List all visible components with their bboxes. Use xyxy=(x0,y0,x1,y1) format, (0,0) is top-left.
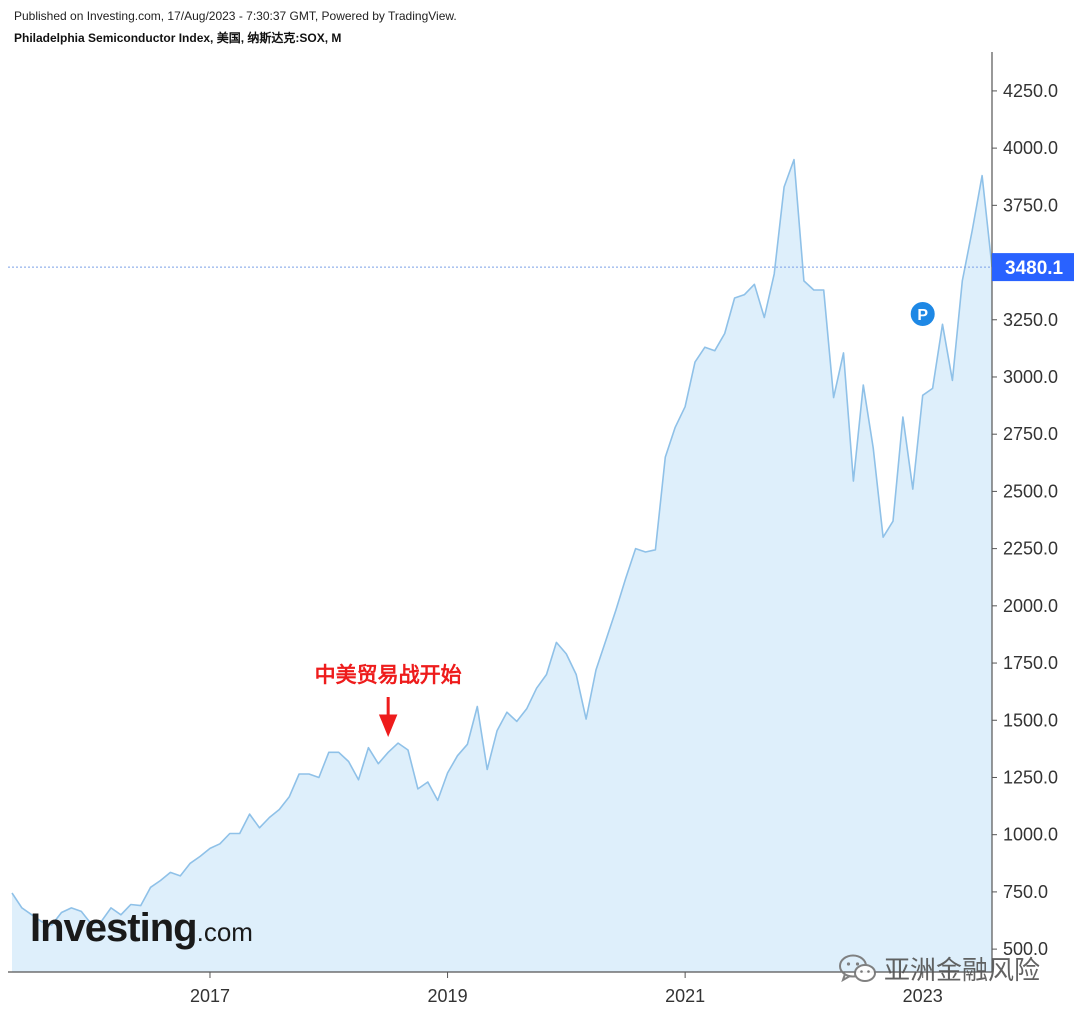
series-line xyxy=(11,158,993,926)
y-tick-label: 3250.0 xyxy=(1003,310,1058,330)
y-tick-label: 2000.0 xyxy=(1003,596,1058,616)
x-tick-label: 2017 xyxy=(190,986,230,1006)
y-tick-label: 2750.0 xyxy=(1003,424,1058,444)
wechat-watermark: 亚洲金融风险 xyxy=(838,950,1040,987)
symbol-title: Philadelphia Semiconductor Index, 美国, 纳斯… xyxy=(14,31,342,45)
area-layer xyxy=(11,158,993,973)
logo-main-text: Investing xyxy=(30,906,198,950)
axis-layer: 500.0 750.0 1000.0 1250.0 1500.0 1750.0 2000.0… xyxy=(8,52,1074,1006)
y-tick-label: 2500.0 xyxy=(1003,481,1058,501)
annotation-arrow-icon xyxy=(378,697,398,737)
y-tick-label: 3000.0 xyxy=(1003,367,1058,387)
annotation-layer: 中美贸易战开始 P xyxy=(315,300,937,737)
series-area-fill xyxy=(12,159,992,973)
y-tick-label: 1500.0 xyxy=(1003,710,1058,730)
investing-logo: Investing.com xyxy=(30,906,253,951)
published-line: Published on Investing.com, 17/Aug/2023 … xyxy=(14,9,457,23)
y-tick-label: 4000.0 xyxy=(1003,138,1058,158)
last-price-label: 3480.1 xyxy=(1005,258,1064,279)
logo-tld-text: .com xyxy=(196,917,253,947)
trade-war-annotation: 中美贸易战开始 xyxy=(315,663,462,687)
last-price-badge xyxy=(992,253,1074,282)
y-tick-label: 1000.0 xyxy=(1003,825,1058,845)
y-tick-label: 1750.0 xyxy=(1003,653,1058,673)
y-tick-label: 4250.0 xyxy=(1003,81,1058,101)
x-tick-label: 2023 xyxy=(903,986,943,1006)
wechat-icon xyxy=(839,954,876,982)
y-tick-label: 3750.0 xyxy=(1003,195,1058,215)
watermark-text: 亚洲金融风险 xyxy=(884,955,1041,985)
x-tick-label: 2019 xyxy=(428,986,468,1006)
y-tick-label: 2250.0 xyxy=(1003,539,1058,559)
p-marker[interactable] xyxy=(908,300,937,328)
y-tick-label: 1250.0 xyxy=(1003,767,1058,787)
p-marker-label: P xyxy=(917,307,928,324)
y-tick-label: 500.0 xyxy=(1003,939,1048,959)
y-tick-label: 750.0 xyxy=(1003,882,1048,902)
x-tick-label: 2021 xyxy=(665,986,705,1006)
